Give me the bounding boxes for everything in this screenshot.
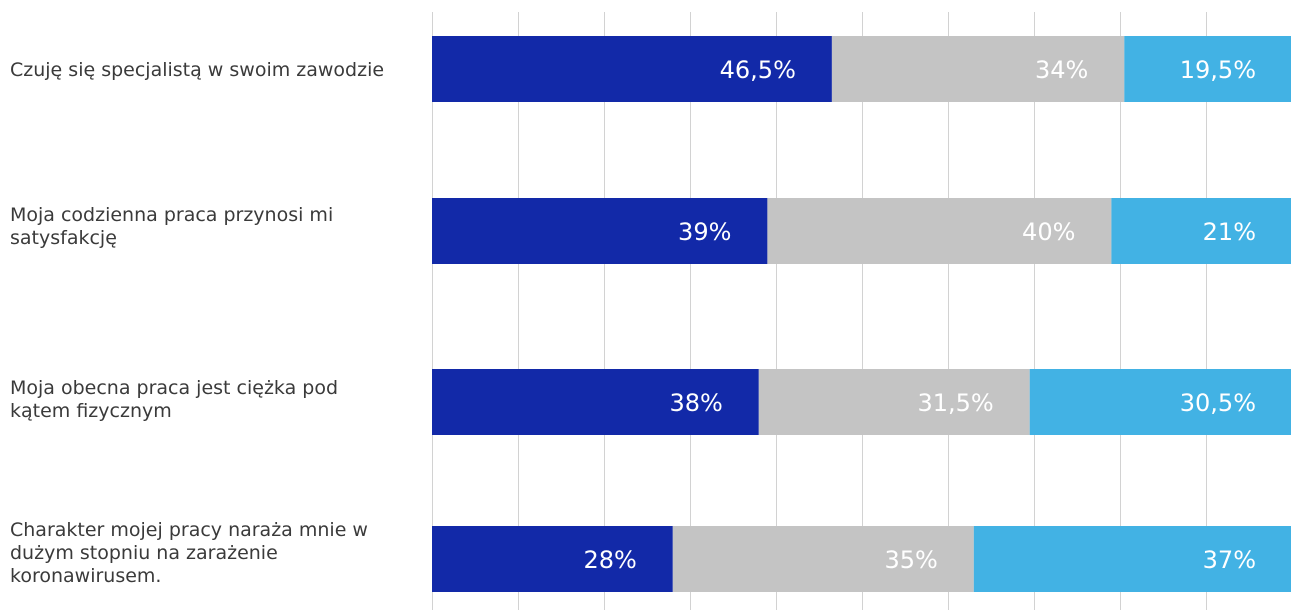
bar-segment xyxy=(432,526,673,592)
bar-segment xyxy=(1029,369,1291,435)
bar-segment xyxy=(767,198,1112,264)
category-label-4: Charakter mojej pracy naraża mnie w duży… xyxy=(10,519,368,587)
bar-segment xyxy=(831,36,1125,102)
bar-value-label: 46,5% xyxy=(720,56,796,84)
bar-value-label: 21% xyxy=(1203,218,1256,246)
category-label-1: Czuję się specjalistą w swoim zawodzie xyxy=(10,59,385,81)
bar-segment xyxy=(1124,36,1291,102)
category-label-2: Moja codzienna praca przynosi mi satysfa… xyxy=(10,204,334,249)
category-label-3: Moja obecna praca jest ciężka pod kątem … xyxy=(10,377,339,422)
bar-value-label: 40% xyxy=(1022,218,1075,246)
bar-segment xyxy=(432,36,832,102)
bar-segment xyxy=(432,198,768,264)
bar-value-label: 39% xyxy=(678,218,731,246)
bar-value-label: 28% xyxy=(583,546,636,574)
bar-segment xyxy=(432,369,759,435)
bar-value-label: 38% xyxy=(669,389,722,417)
bar-value-label: 19,5% xyxy=(1180,56,1256,84)
bar-value-label: 34% xyxy=(1035,56,1088,84)
bar-segment xyxy=(758,369,1030,435)
bar-segment xyxy=(672,526,974,592)
bar-value-label: 35% xyxy=(884,546,937,574)
bar-value-label: 31,5% xyxy=(917,389,993,417)
bar-segment xyxy=(973,526,1291,592)
bar-segment xyxy=(1111,198,1291,264)
bar-value-label: 37% xyxy=(1203,546,1256,574)
bar-value-label: 30,5% xyxy=(1180,389,1256,417)
